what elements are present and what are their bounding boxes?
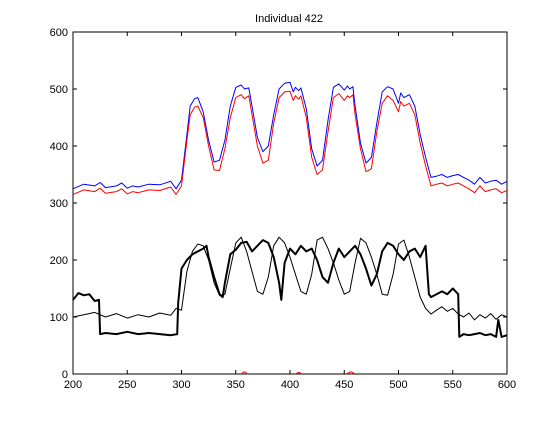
series-line-7 (346, 371, 356, 375)
x-tick-label: 500 (389, 379, 407, 391)
series-layer (72, 81, 508, 375)
x-tick-label: 400 (281, 379, 299, 391)
x-tick-label: 200 (64, 379, 82, 391)
x-tick-label: 600 (498, 379, 516, 391)
y-tick-label: 500 (50, 84, 68, 96)
x-tick-label: 350 (227, 379, 245, 391)
y-tick-label: 400 (50, 141, 68, 153)
x-tick-label: 450 (335, 379, 353, 391)
y-tick-label: 600 (50, 27, 68, 39)
chart-title: Individual 422 (255, 13, 323, 25)
y-tick-label: 200 (50, 255, 68, 267)
series-line-5 (240, 371, 248, 375)
series-line-2 (72, 90, 508, 195)
series-line-1 (72, 81, 508, 190)
x-tick-label: 300 (172, 379, 190, 391)
y-tick-label: 300 (50, 198, 68, 210)
y-tick-label: 100 (50, 312, 68, 324)
series-line-3 (72, 239, 508, 338)
axis-ticks: 200 250 300 350 400 450 500 550 600 0 100 200 300 400… (50, 27, 517, 391)
series-line-6 (295, 371, 303, 375)
x-tick-label: 250 (118, 379, 136, 391)
series-line-4 (72, 236, 508, 321)
x-tick-label: 550 (444, 379, 462, 391)
plot-area (72, 31, 508, 375)
y-tick-label: 0 (62, 369, 68, 381)
